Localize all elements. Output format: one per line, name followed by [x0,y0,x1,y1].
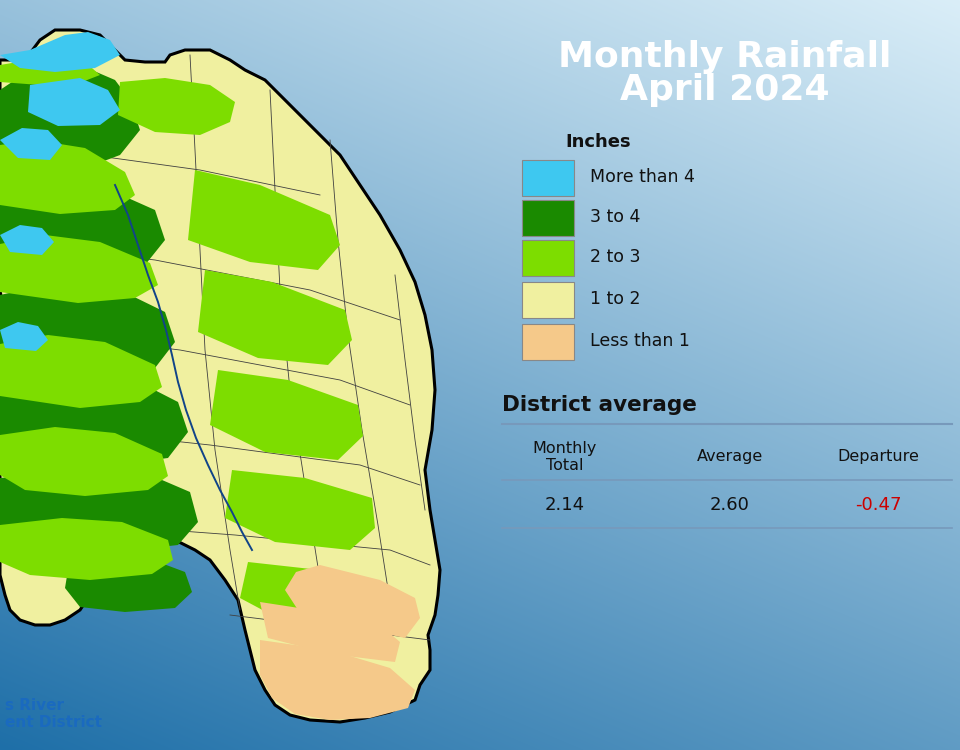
Text: 1 to 2: 1 to 2 [590,290,640,308]
Polygon shape [0,32,120,72]
Bar [522,160,574,196]
Polygon shape [0,322,48,351]
Polygon shape [225,470,375,550]
Text: 2 to 3: 2 to 3 [590,248,640,266]
Polygon shape [188,170,340,270]
Polygon shape [210,370,363,460]
Text: Departure: Departure [837,449,919,464]
Text: Monthly
Total: Monthly Total [533,441,597,473]
Text: 2.60: 2.60 [710,496,750,514]
Polygon shape [0,427,168,496]
Bar [522,282,574,318]
Polygon shape [0,518,173,580]
Polygon shape [0,140,135,214]
Polygon shape [0,335,162,408]
Polygon shape [0,182,165,275]
Text: More than 4: More than 4 [590,168,695,186]
Polygon shape [0,235,158,303]
Text: April 2024: April 2024 [620,73,829,107]
Bar [522,200,574,236]
Polygon shape [0,65,140,170]
Text: District average: District average [502,395,697,415]
Polygon shape [260,640,415,720]
Text: Inches: Inches [565,133,631,151]
Polygon shape [198,270,352,365]
Polygon shape [260,602,400,662]
Polygon shape [0,470,198,552]
Text: 3 to 4: 3 to 4 [590,208,640,226]
Polygon shape [0,128,62,160]
Polygon shape [65,555,192,612]
Text: Average: Average [697,449,763,464]
Bar [522,240,574,276]
Bar [522,324,574,360]
Polygon shape [28,78,120,126]
Polygon shape [0,225,54,255]
Polygon shape [0,55,100,85]
Text: s River
ent District: s River ent District [5,698,102,730]
Polygon shape [0,282,175,377]
Polygon shape [118,78,235,135]
Text: 2.14: 2.14 [545,496,585,514]
Polygon shape [240,562,386,632]
Text: Monthly Rainfall: Monthly Rainfall [559,40,892,74]
Polygon shape [0,374,188,466]
Text: Less than 1: Less than 1 [590,332,690,350]
Polygon shape [0,30,440,722]
Text: -0.47: -0.47 [854,496,901,514]
Polygon shape [285,565,420,638]
